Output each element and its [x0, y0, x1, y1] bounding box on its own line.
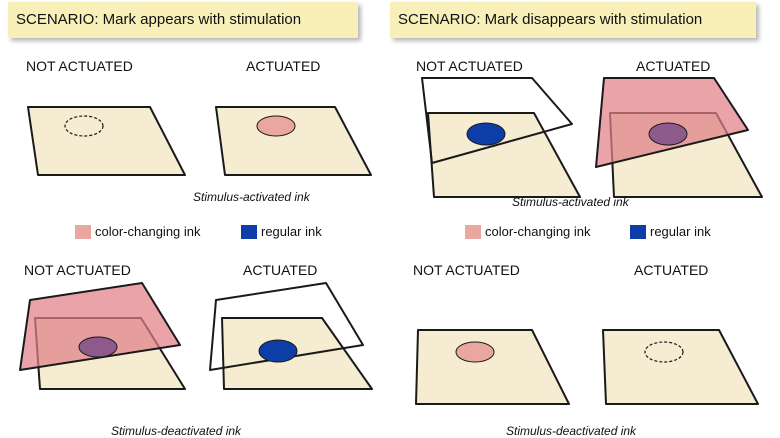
blue-mark-left-bottom-on [258, 339, 298, 363]
legend-pink-label-left: color-changing ink [95, 224, 201, 239]
label-actuated-right-top: ACTUATED [636, 58, 711, 74]
overlay-left-bottom-off [19, 282, 181, 371]
blue-mark-right-top-off [466, 122, 506, 146]
dashed-mark-right-bottom-on [644, 341, 684, 363]
dashed-mark-left-top-off [64, 115, 104, 137]
label-actuated-right-bottom: ACTUATED [634, 262, 709, 278]
purple-mark-right-top-on [648, 122, 688, 146]
pink-mark-left-top-on [256, 115, 296, 137]
legend-blue-swatch-left [241, 225, 257, 239]
legend-pink-swatch-right [465, 225, 481, 239]
legend-pink-label-right: color-changing ink [485, 224, 591, 239]
label-actuated-left-bottom: ACTUATED [243, 262, 318, 278]
overlay-right-top-off [421, 77, 573, 164]
legend-blue-label-left: regular ink [261, 224, 322, 239]
caption-left-top: Stimulus-activated ink [193, 190, 310, 204]
scenario-banner-left: SCENARIO: Mark appears with stimulation [8, 2, 358, 38]
label-actuated-left-top: ACTUATED [246, 58, 321, 74]
label-not-actuated-right-top: NOT ACTUATED [416, 58, 523, 74]
scenario-title-left: SCENARIO: Mark appears with stimulation [16, 11, 302, 28]
caption-right-top: Stimulus-activated ink [512, 195, 629, 209]
legend-blue-label-right: regular ink [650, 224, 711, 239]
sheet-left-top-on [215, 106, 372, 176]
label-not-actuated-right-bottom: NOT ACTUATED [413, 262, 520, 278]
pink-mark-right-bottom-off [455, 341, 495, 363]
sheet-right-top-off-bottom [427, 112, 581, 198]
scenario-title-right: SCENARIO: Mark disappears with stimulati… [398, 11, 703, 28]
sheet-left-top-off [27, 106, 186, 176]
label-not-actuated-left-bottom: NOT ACTUATED [24, 262, 131, 278]
sheet-right-bottom-off [415, 329, 570, 405]
scenario-banner-right: SCENARIO: Mark disappears with stimulati… [390, 2, 756, 38]
overlay-left-bottom-on [209, 282, 364, 371]
legend-pink-swatch-left [75, 225, 91, 239]
label-not-actuated-left-top: NOT ACTUATED [26, 58, 133, 74]
legend-blue-swatch-right [630, 225, 646, 239]
caption-left-bottom: Stimulus-deactivated ink [111, 424, 242, 438]
sheet-right-bottom-on [602, 329, 759, 405]
purple-mark-left-bottom-off [78, 336, 118, 358]
overlay-right-top-on [595, 77, 749, 168]
caption-right-bottom: Stimulus-deactivated ink [506, 424, 637, 438]
